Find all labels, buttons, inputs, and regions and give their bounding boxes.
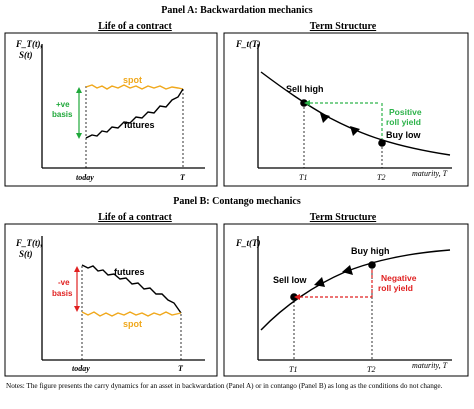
panel-b-right-y-label: F_t(T): [235, 238, 261, 248]
panel-a-left-y-label-2: S(t): [19, 50, 33, 60]
panel-a-spot-line: [85, 84, 184, 90]
panel-a-title: Panel A: Backwardation mechanics: [161, 5, 313, 16]
panel-a-T-label: T: [180, 173, 186, 182]
panel-b-basis-label-2: basis: [52, 289, 73, 298]
panel-b-spot-label: spot: [123, 319, 142, 329]
panel-b-maturity-label: maturity, T: [412, 361, 448, 370]
panel-a-T1-label: T1: [299, 173, 307, 182]
panel-b-term-curve: [260, 249, 451, 331]
panel-a-futures-label: futures: [124, 120, 155, 130]
panel-a-yield-label-1: Positive: [389, 107, 422, 117]
panel-a-curve-arrow-1: [320, 113, 330, 123]
panel-b-buy-high-point: [368, 261, 376, 269]
panel-a-futures-line: [85, 88, 184, 139]
panel-a-basis-label-1: +ve: [56, 100, 70, 109]
panel-b-left-title: Life of a contract: [98, 212, 172, 223]
panel-b-right-frame: [223, 223, 469, 377]
panel-b-buy-high-label: Buy high: [351, 246, 390, 256]
panel-b-sell-low-label: Sell low: [273, 275, 308, 285]
panel-b-spot-line: [81, 311, 182, 317]
panel-b-futures-line: [81, 264, 182, 314]
panel-b-curve-arrow-2: [342, 265, 353, 275]
panel-b-left-chart: futures spot -ve basis F_T(t), S(t) toda…: [4, 223, 218, 377]
panel-b-left-y-label-2: S(t): [19, 249, 33, 259]
panel-a-right-y-label: F_t(T): [235, 39, 261, 49]
panel-a-right-title: Term Structure: [309, 21, 377, 32]
panel-b-left-frame: [4, 223, 218, 377]
panel-a-curve-arrow-2: [350, 126, 360, 136]
panel-a-today-label: today: [76, 173, 94, 182]
panel-a-left-frame: [4, 32, 218, 187]
panel-b-left-y-label-1: F_T(t),: [15, 238, 43, 248]
panel-b-T-label: T: [178, 364, 184, 373]
panel-a-left-chart: spot futures +ve basis F_T(t), S(t) toda…: [4, 32, 218, 187]
panel-a-right-frame: [223, 32, 469, 187]
panel-a-right-chart: Sell high Buy low Positive roll yield F_…: [223, 32, 469, 187]
panel-b-basis-label-1: -ve: [58, 278, 70, 287]
panel-a-term-curve: [260, 71, 451, 156]
panel-a-left-title: Life of a contract: [98, 21, 172, 32]
panel-a-spot-label: spot: [123, 75, 142, 85]
panel-a-maturity-label: maturity, T: [412, 169, 448, 178]
panel-b-right-chart: Buy high Sell low Negative roll yield F_…: [223, 223, 469, 377]
panel-b-yield-label-2: roll yield: [378, 283, 413, 293]
panel-a-yield-label-2: roll yield: [386, 117, 421, 127]
panel-a-basis-label-2: basis: [52, 110, 73, 119]
figure-notes: Notes: The figure presents the carry dyn…: [6, 382, 443, 390]
panel-b-T2-label: T2: [367, 365, 375, 374]
panel-a-sell-high-label: Sell high: [286, 84, 324, 94]
panel-b-yield-label-1: Negative: [381, 273, 417, 283]
panel-b-title: Panel B: Contango mechanics: [173, 196, 301, 207]
panel-a-buy-low-label: Buy low: [386, 130, 422, 140]
panel-b-T1-label: T1: [289, 365, 297, 374]
panel-a-T2-label: T2: [377, 173, 385, 182]
carry-diagram: spot futures +ve basis F_T(t), S(t) toda…: [4, 32, 469, 377]
panel-a-left-y-label-1: F_T(t),: [15, 39, 43, 49]
panel-b-today-label: today: [72, 364, 90, 373]
panel-b-futures-label: futures: [114, 267, 145, 277]
panel-b-right-title: Term Structure: [309, 212, 377, 223]
panel-b-curve-arrow-1: [314, 277, 325, 287]
panel-a-buy-low-point: [378, 139, 386, 147]
